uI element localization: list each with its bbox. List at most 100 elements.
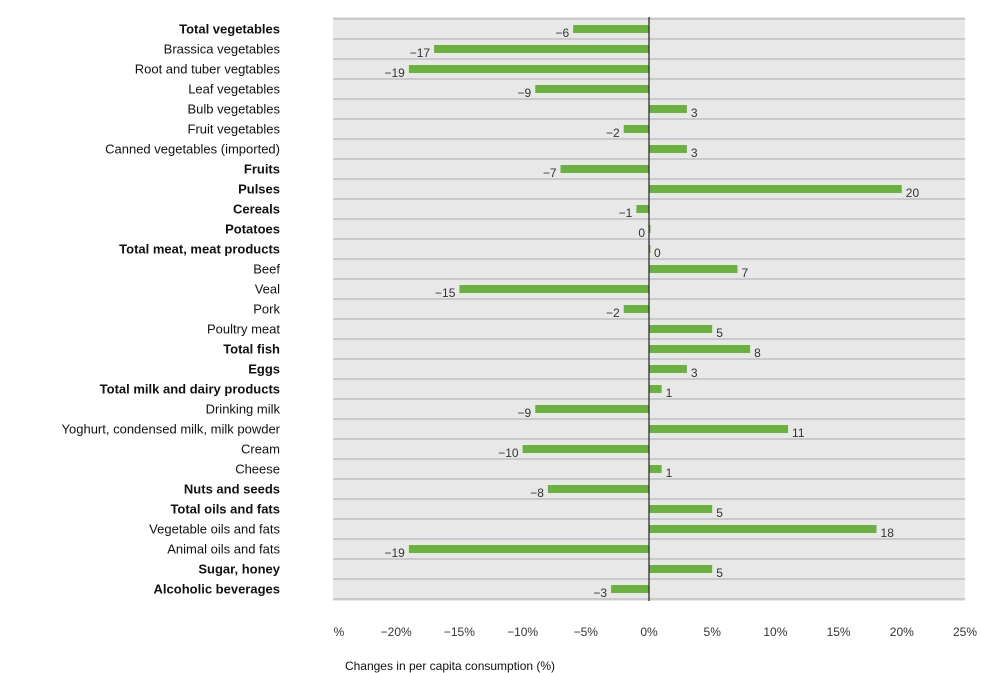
category-label: Cereals [233, 202, 280, 217]
bar [535, 405, 649, 413]
category-label: Total fish [223, 342, 280, 357]
category-label: Eggs [248, 362, 280, 377]
x-tick-label: % [334, 625, 345, 639]
bar [649, 525, 877, 533]
x-tick-label: 0% [640, 625, 658, 639]
bar [623, 305, 649, 313]
bar [649, 105, 687, 113]
value-label: 11 [792, 426, 805, 440]
bar [522, 445, 649, 453]
category-labels: Total vegetables Brassica vegetables Root … [62, 22, 281, 597]
category-label: Fruits [244, 162, 280, 177]
bar [611, 585, 649, 593]
value-label: −17 [410, 46, 431, 60]
value-label: −2 [606, 306, 620, 320]
category-label: Cheese [235, 462, 280, 477]
category-label: Animal oils and fats [167, 542, 280, 557]
value-label: 8 [754, 346, 761, 360]
value-label: 3 [691, 366, 698, 380]
category-label: Sugar, honey [198, 562, 280, 577]
value-label: −1 [619, 206, 633, 220]
bar [649, 265, 738, 273]
category-label: Vegetable oils and fats [149, 522, 280, 537]
x-tick-label: 15% [827, 625, 851, 639]
category-label: Pulses [238, 182, 280, 197]
x-tick-label: 5% [704, 625, 722, 639]
category-label: Brassica vegetables [164, 42, 281, 57]
bar [649, 505, 713, 513]
value-label: −9 [518, 86, 532, 100]
bar [649, 425, 789, 433]
x-tick-label: −20% [381, 625, 412, 639]
value-label: −3 [593, 586, 607, 600]
category-label: Total oils and fats [170, 502, 280, 517]
bar [649, 385, 662, 393]
value-label: 1 [666, 386, 673, 400]
bar [649, 145, 687, 153]
bar [636, 205, 649, 213]
value-labels: −6−17−19−93−23−720−1007−15−25831−911−101… [384, 26, 919, 600]
bar [623, 125, 649, 133]
value-label: 3 [691, 146, 698, 160]
bar [649, 185, 902, 193]
x-tick-label: 25% [953, 625, 977, 639]
x-tick-label: −5% [574, 625, 599, 639]
value-label: 0 [638, 226, 645, 240]
value-label: 1 [666, 466, 673, 480]
x-tick-label: 10% [763, 625, 787, 639]
value-label: −8 [530, 486, 544, 500]
value-label: −7 [543, 166, 557, 180]
bar [547, 485, 649, 493]
value-label: −10 [498, 446, 519, 460]
value-label: 20 [906, 186, 920, 200]
bar [573, 25, 649, 33]
value-label: −15 [435, 286, 456, 300]
category-label: Total milk and dairy products [100, 382, 280, 397]
bars [408, 25, 902, 593]
value-label: 7 [741, 266, 748, 280]
x-axis-title: Changes in per capita consumption (%) [345, 659, 555, 673]
value-label: 0 [654, 246, 661, 260]
value-label: −9 [518, 406, 532, 420]
bar [434, 45, 649, 53]
value-label: 18 [881, 526, 895, 540]
value-label: 5 [716, 506, 723, 520]
category-label: Veal [255, 282, 280, 297]
bar [649, 225, 651, 233]
category-label: Yoghurt, condensed milk, milk powder [62, 422, 281, 437]
value-label: 5 [716, 326, 723, 340]
bar [408, 65, 649, 73]
bar [649, 325, 713, 333]
x-tick-labels: % −20% −15% −10% −5% 0% 5% 10% 15% 20% 25% [334, 625, 978, 639]
bar [649, 245, 651, 253]
x-tick-label: −15% [444, 625, 475, 639]
bar [649, 345, 751, 353]
value-label: −19 [384, 66, 405, 80]
x-tick-label: −10% [507, 625, 538, 639]
category-label: Total vegetables [179, 22, 280, 37]
category-label: Pork [253, 302, 280, 317]
category-label: Beef [253, 262, 280, 277]
category-label: Drinking milk [206, 402, 281, 417]
value-label: 3 [691, 106, 698, 120]
bar [459, 285, 649, 293]
value-label: 5 [716, 566, 723, 580]
x-tick-label: 20% [890, 625, 914, 639]
category-label: Potatoes [225, 222, 280, 237]
value-label: −19 [384, 546, 405, 560]
bar [560, 165, 649, 173]
category-label: Poultry meat [207, 322, 280, 337]
bar [649, 365, 687, 373]
category-label: Canned vegetables (imported) [105, 142, 280, 157]
category-label: Root and tuber vegtables [135, 62, 281, 77]
category-label: Cream [241, 442, 280, 457]
bar [535, 85, 649, 93]
category-label: Total meat, meat products [119, 242, 280, 257]
value-label: −6 [555, 26, 569, 40]
bar [649, 465, 662, 473]
bar [408, 545, 649, 553]
bar [649, 565, 713, 573]
category-label: Leaf vegetables [188, 82, 280, 97]
value-label: −2 [606, 126, 620, 140]
